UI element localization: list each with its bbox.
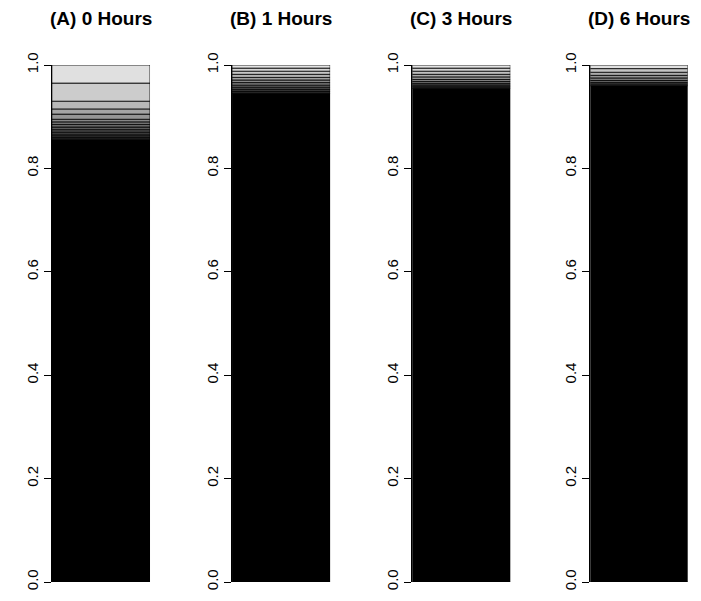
svg-text:0.0: 0.0 bbox=[384, 569, 401, 590]
svg-text:0.0: 0.0 bbox=[562, 569, 579, 590]
svg-text:0.4: 0.4 bbox=[562, 363, 579, 384]
svg-text:1.0: 1.0 bbox=[204, 52, 221, 73]
svg-text:(D) 6 Hours: (D) 6 Hours bbox=[588, 8, 690, 29]
svg-text:1.0: 1.0 bbox=[384, 52, 401, 73]
svg-text:1.0: 1.0 bbox=[562, 52, 579, 73]
svg-text:0.4: 0.4 bbox=[384, 363, 401, 384]
svg-text:0.6: 0.6 bbox=[384, 259, 401, 280]
svg-text:0.2: 0.2 bbox=[24, 466, 41, 487]
svg-text:(C) 3 Hours: (C) 3 Hours bbox=[410, 8, 512, 29]
svg-text:0.4: 0.4 bbox=[24, 363, 41, 384]
svg-text:0.2: 0.2 bbox=[204, 466, 221, 487]
svg-text:(A) 0 Hours: (A) 0 Hours bbox=[50, 8, 152, 29]
svg-text:0.8: 0.8 bbox=[24, 156, 41, 177]
svg-text:1.0: 1.0 bbox=[24, 52, 41, 73]
svg-text:(B) 1 Hours: (B) 1 Hours bbox=[230, 8, 332, 29]
svg-text:0.4: 0.4 bbox=[204, 363, 221, 384]
svg-text:0.6: 0.6 bbox=[204, 259, 221, 280]
svg-text:0.6: 0.6 bbox=[562, 259, 579, 280]
svg-text:0.0: 0.0 bbox=[204, 569, 221, 590]
svg-text:0.8: 0.8 bbox=[562, 156, 579, 177]
svg-text:0.0: 0.0 bbox=[24, 569, 41, 590]
svg-text:0.2: 0.2 bbox=[562, 466, 579, 487]
svg-text:0.6: 0.6 bbox=[24, 259, 41, 280]
svg-text:0.8: 0.8 bbox=[204, 156, 221, 177]
svg-text:0.8: 0.8 bbox=[384, 156, 401, 177]
svg-text:0.2: 0.2 bbox=[384, 466, 401, 487]
